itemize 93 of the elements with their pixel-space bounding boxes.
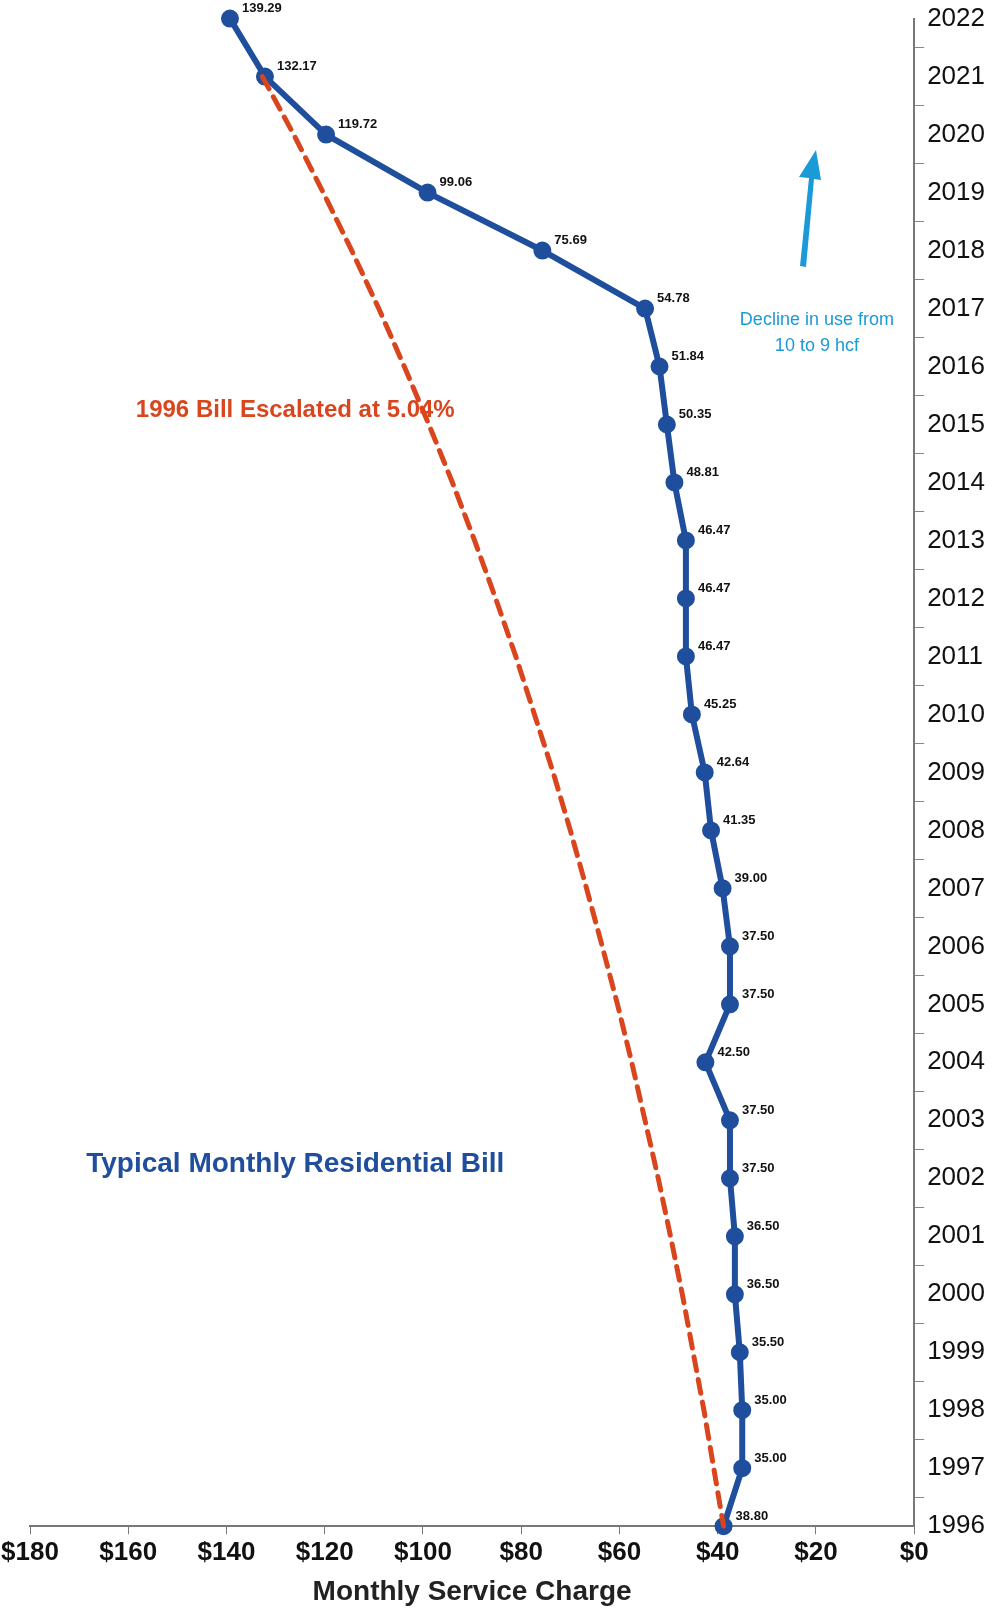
y-tick-label: 2007 — [927, 871, 985, 902]
data-label: 36.50 — [746, 1275, 780, 1291]
data-label: 45.25 — [703, 695, 737, 711]
data-label: 75.69 — [554, 232, 587, 248]
data-label: 99.06 — [439, 174, 473, 190]
point — [720, 1169, 739, 1188]
x-tick-label: $60 — [597, 1535, 642, 1566]
point — [702, 821, 721, 840]
x-tick-label: $140 — [197, 1535, 256, 1566]
data-label: 46.47 — [697, 638, 731, 654]
data-label: 51.84 — [671, 348, 705, 364]
y-tick-label: 2000 — [927, 1277, 985, 1308]
point — [725, 1285, 744, 1304]
point — [695, 763, 714, 782]
point — [720, 937, 739, 956]
x-tick-label: $100 — [394, 1535, 452, 1566]
data-label: 46.47 — [697, 522, 731, 538]
y-tick-label: 2013 — [927, 523, 985, 554]
y-tick-label: 2010 — [927, 697, 985, 728]
point — [676, 531, 695, 550]
x-tick-label: $120 — [295, 1535, 354, 1566]
point — [725, 1227, 744, 1246]
point — [720, 995, 739, 1014]
y-tick-label: 2002 — [927, 1161, 985, 1192]
x-tick-label: $0 — [899, 1535, 929, 1566]
y-tick-label: 2003 — [927, 1103, 985, 1134]
point — [317, 125, 336, 144]
x-tick-label: $180 — [1, 1535, 59, 1566]
data-label: 46.47 — [697, 580, 731, 596]
data-label: 42.50 — [717, 1043, 750, 1059]
point — [713, 879, 732, 898]
y-tick-label: 2011 — [927, 639, 984, 670]
annotation: Decline in use from 10 to 9 hcf — [739, 309, 894, 355]
point — [650, 357, 669, 376]
y-tick-label: 2018 — [927, 233, 985, 264]
data-label: 37.50 — [741, 985, 775, 1001]
data-label: 39.00 — [734, 869, 768, 885]
y-tick-label: 2012 — [927, 581, 985, 612]
data-label: 41.35 — [723, 811, 756, 827]
point — [676, 589, 695, 608]
y-tick-label: 2022 — [927, 1, 985, 32]
point — [730, 1343, 749, 1362]
y-tick-label: 2008 — [927, 813, 985, 844]
data-label: 36.50 — [746, 1217, 780, 1233]
data-label: 139.29 — [241, 0, 282, 16]
x-axis-title: Monthly Service Charge — [312, 1574, 632, 1606]
point — [682, 705, 701, 724]
point — [720, 1111, 739, 1130]
y-tick-label: 2005 — [927, 987, 985, 1018]
y-tick-label: 2004 — [927, 1045, 985, 1076]
data-label: 119.72 — [338, 116, 378, 132]
point — [533, 241, 552, 260]
y-tick-label: 1998 — [927, 1393, 985, 1424]
data-label: 37.50 — [741, 1159, 775, 1175]
data-label: 37.50 — [741, 1101, 775, 1117]
point — [220, 9, 239, 28]
y-tick-label: 1996 — [927, 1509, 985, 1540]
y-tick-label: 2017 — [927, 291, 985, 322]
y-tick-label: 2001 — [927, 1219, 985, 1250]
data-label: 38.80 — [735, 1507, 769, 1523]
point — [418, 183, 437, 202]
point — [657, 415, 676, 434]
y-tick-label: 2020 — [927, 117, 985, 148]
y-tick-label: 1997 — [927, 1451, 985, 1482]
data-label: 35.00 — [754, 1449, 787, 1465]
point — [733, 1401, 752, 1420]
x-tick-label: $80 — [499, 1535, 543, 1566]
y-tick-label: 2006 — [927, 929, 985, 960]
y-tick-label: 2015 — [927, 407, 985, 438]
y-tick-label: 2021 — [927, 59, 985, 90]
data-label: 54.78 — [657, 290, 690, 306]
point — [636, 299, 655, 318]
y-tick-label: 1999 — [927, 1335, 985, 1366]
data-label: 132.17 — [276, 58, 317, 74]
x-tick-label: $20 — [794, 1535, 838, 1566]
series-label: 1996 Bill Escalated at 5.04% — [135, 395, 455, 423]
y-tick-label: 2016 — [927, 349, 985, 380]
point — [676, 647, 695, 666]
x-tick-label: $160 — [99, 1535, 158, 1566]
y-tick-label: 2009 — [927, 755, 985, 786]
data-label: 50.35 — [678, 406, 712, 422]
point — [696, 1053, 715, 1072]
data-label: 35.50 — [751, 1333, 785, 1349]
point — [665, 473, 684, 492]
text: Typical Monthly Residential Bill — [86, 1147, 505, 1179]
data-label: 48.81 — [686, 464, 719, 480]
y-tick-label: 2014 — [927, 465, 985, 496]
x-tick-label: $40 — [695, 1535, 740, 1566]
y-tick-label: 2019 — [927, 175, 985, 206]
data-label: 42.64 — [716, 753, 751, 769]
data-label: 35.00 — [754, 1391, 787, 1407]
data-label: 37.50 — [741, 927, 775, 943]
point — [733, 1459, 752, 1478]
